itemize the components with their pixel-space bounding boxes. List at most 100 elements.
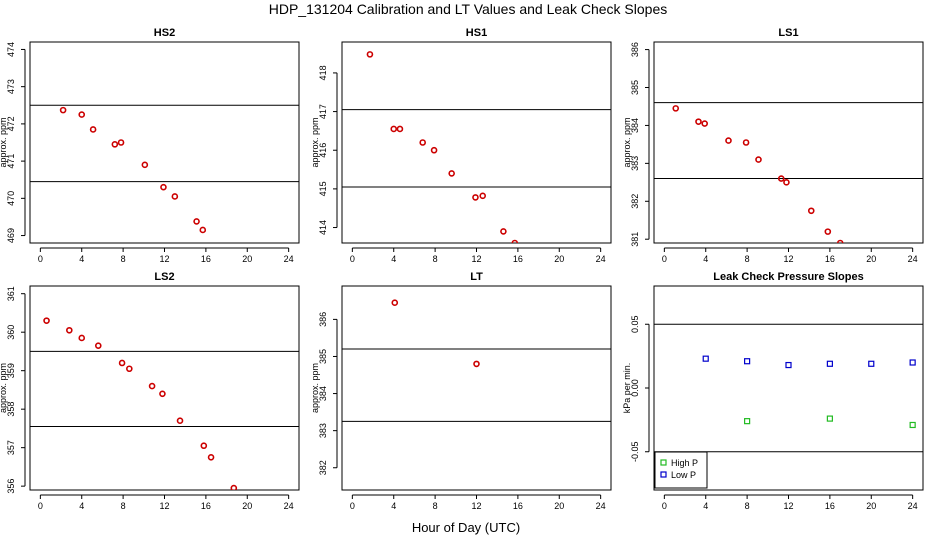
x-axis: 0 4 8 12 16 20 24 <box>350 247 606 264</box>
x-tick-label: 4 <box>391 254 396 264</box>
data-point <box>511 239 519 243</box>
y-axis-label: kPa per min. <box>622 363 632 414</box>
y-axis: 381 382 383 384 385 386 <box>630 42 650 247</box>
data-point <box>66 326 73 334</box>
y-tick-label: 384 <box>630 118 640 133</box>
data-point <box>448 170 455 177</box>
data-points <box>702 355 916 429</box>
y-tick-label: 386 <box>630 42 640 57</box>
data-point <box>176 417 184 425</box>
x-tick-label: 16 <box>513 501 523 511</box>
x-axis: 0 4 8 12 16 20 24 <box>350 494 606 511</box>
data-points <box>43 317 238 490</box>
data-points <box>672 105 844 243</box>
x-tick-label: 0 <box>38 254 43 264</box>
y-axis: 356 357 358 359 360 361 <box>6 286 26 494</box>
y-tick-label: 384 <box>318 386 328 401</box>
chart-panels: HS2 0 4 8 12 16 20 24 469 470 471 472 473 474 approx. … <box>0 27 924 511</box>
x-axis: 0 4 8 12 16 20 24 <box>38 494 294 511</box>
plot-frame <box>653 41 924 244</box>
y-tick-label: 386 <box>318 312 328 327</box>
panel-leak: Leak Check Pressure Slopes 0 4 8 12 16 20 24 -0.… <box>622 271 924 511</box>
data-point <box>159 390 166 398</box>
y-tick-label: 357 <box>6 440 16 455</box>
x-tick-label: 20 <box>242 501 252 511</box>
data-point <box>118 359 126 367</box>
x-tick-label: 8 <box>433 501 438 511</box>
data-point <box>701 120 708 127</box>
x-tick-label: 24 <box>596 254 606 264</box>
data-point-low-p <box>744 358 751 365</box>
panel-hs1: HS1 0 4 8 12 16 20 24 414 415 416 417 418 approx. ppm <box>310 27 612 264</box>
data-point <box>396 125 404 133</box>
data-point <box>473 360 480 368</box>
data-point <box>419 139 427 146</box>
y-tick-label: 356 <box>6 479 16 494</box>
y-tick-label: 382 <box>630 194 640 209</box>
x-tick-label: 0 <box>350 254 355 264</box>
data-points <box>366 51 519 243</box>
data-point-high-p <box>744 418 751 425</box>
x-tick-label: 0 <box>38 501 43 511</box>
x-tick-label: 16 <box>825 254 835 264</box>
y-tick-label: 358 <box>6 402 16 417</box>
legend-entry-label: Low P <box>671 470 696 480</box>
panel-hs2: HS2 0 4 8 12 16 20 24 469 470 471 472 473 474 approx. … <box>0 27 300 264</box>
x-tick-label: 20 <box>554 254 564 264</box>
x-tick-label: 8 <box>745 501 750 511</box>
plot-frame <box>341 41 612 244</box>
x-tick-label: 0 <box>662 501 667 511</box>
y-axis-label: approx. ppm <box>622 117 632 167</box>
x-tick-label: 12 <box>471 501 481 511</box>
y-axis: -0.05 0.00 0.05 <box>630 315 650 462</box>
x-tick-label: 24 <box>284 254 294 264</box>
data-point <box>78 334 86 342</box>
data-point <box>199 226 207 234</box>
y-tick-label: 472 <box>6 116 16 131</box>
data-point <box>200 442 208 450</box>
panel-title: LT <box>470 271 483 283</box>
data-point <box>783 179 790 186</box>
x-tick-label: 12 <box>783 501 793 511</box>
plot-frame <box>341 285 612 491</box>
x-tick-label: 16 <box>201 501 211 511</box>
data-point-low-p <box>868 360 875 367</box>
y-tick-label: 382 <box>318 460 328 475</box>
x-tick-label: 20 <box>554 501 564 511</box>
legend-box <box>654 451 708 489</box>
data-point <box>472 194 479 201</box>
data-point-low-p <box>702 355 709 362</box>
legend-marker-high-p <box>660 459 667 466</box>
data-point-high-p <box>826 415 833 422</box>
y-tick-label: 0.05 <box>630 315 640 333</box>
x-tick-label: 8 <box>745 254 750 264</box>
legend: High P Low P <box>654 451 708 489</box>
panel-title: HS1 <box>466 27 487 39</box>
panel-title: HS2 <box>154 27 175 39</box>
data-point <box>390 125 398 133</box>
data-point <box>725 137 732 144</box>
y-tick-label: 361 <box>6 286 16 301</box>
y-tick-label: 469 <box>6 228 16 243</box>
data-point <box>141 161 149 169</box>
x-tick-label: 4 <box>79 501 84 511</box>
y-tick-label: 385 <box>630 80 640 95</box>
data-point <box>479 192 487 200</box>
x-axis: 0 4 8 12 16 20 24 <box>662 494 918 511</box>
y-axis: 382 383 384 385 386 <box>318 312 338 475</box>
x-axis: 0 4 8 12 16 20 24 <box>662 247 918 264</box>
x-tick-label: 0 <box>662 254 667 264</box>
x-tick-label: 8 <box>121 254 126 264</box>
y-tick-label: 360 <box>6 325 16 340</box>
x-tick-label: 4 <box>703 501 708 511</box>
legend-entry-label: High P <box>671 458 698 468</box>
data-point <box>59 106 67 114</box>
y-axis-label: approx. ppm <box>0 117 8 167</box>
panel-title: LS2 <box>154 271 174 283</box>
x-tick-label: 16 <box>201 254 211 264</box>
y-axis-label: approx. ppm <box>310 363 320 413</box>
data-point <box>755 156 762 163</box>
x-tick-label: 4 <box>79 254 84 264</box>
data-point-low-p <box>826 360 833 367</box>
